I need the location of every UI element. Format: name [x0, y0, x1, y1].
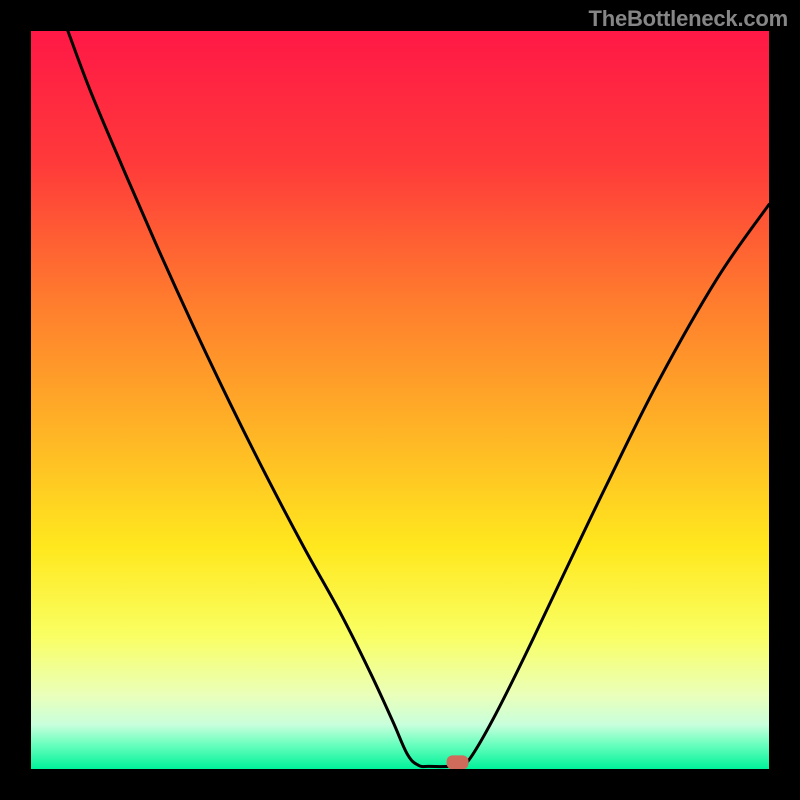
gradient-background [31, 31, 769, 769]
chart-container: TheBottleneck.com [0, 0, 800, 800]
watermark-text: TheBottleneck.com [588, 6, 788, 32]
bottleneck-chart [0, 0, 800, 800]
current-config-marker [447, 755, 469, 769]
